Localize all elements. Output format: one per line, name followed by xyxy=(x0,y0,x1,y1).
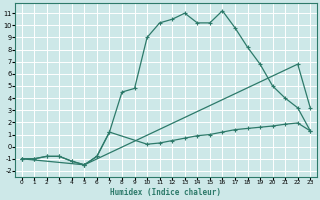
X-axis label: Humidex (Indice chaleur): Humidex (Indice chaleur) xyxy=(110,188,221,197)
